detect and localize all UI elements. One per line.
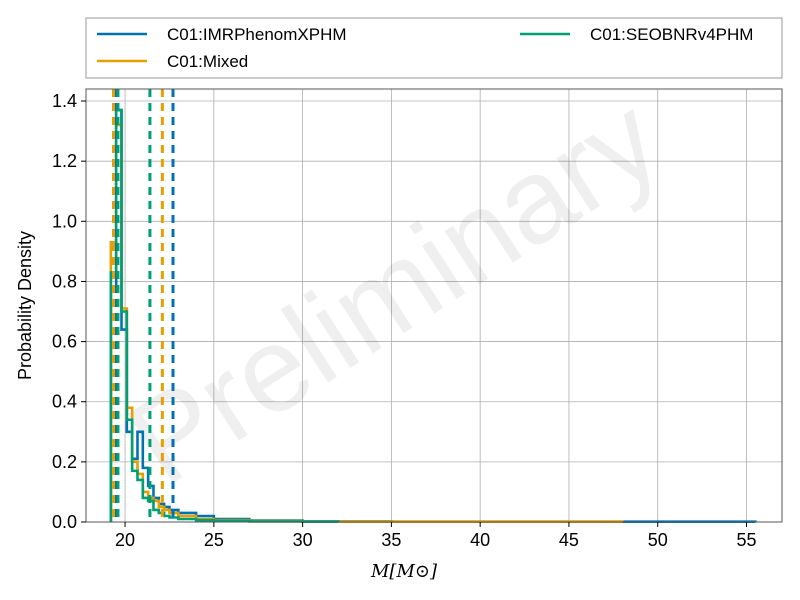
y-tick-label: 1.2 [52,151,77,171]
x-tick-label: 40 [470,530,490,550]
grid-layer [86,89,782,523]
y-tick-label: 1.0 [52,211,77,231]
plot-frame [85,88,783,523]
legend-label-2: C01:SEOBNRv4PHM [590,25,753,44]
x-tick-label: 30 [293,530,313,550]
x-tick-layer: 20 25 30 35 40 45 50 55 [115,522,757,550]
y-tick-label: 0.6 [52,332,77,352]
watermark-text: Preliminary [106,71,682,510]
x-axis-label: M[M⊙] [370,561,438,582]
histogram-layer [109,108,757,523]
legend-items: C01:IMRPhenomXPHM C01:Mixed C01:SEOBNRv4PH… [97,25,753,71]
x-tick-label: 50 [648,530,668,550]
quantile-lines-layer [112,89,175,522]
y-axis-label: Probability Density [15,231,35,380]
y-tick-label: 0.4 [52,392,77,412]
histogram-series-2 [109,108,340,523]
y-tick-layer: 0.0 0.2 0.4 0.6 0.8 1.0 1.2 1.4 [52,91,86,532]
legend: C01:IMRPhenomXPHM C01:Mixed C01:SEOBNRv4PH… [85,17,783,79]
x-tick-label: 45 [559,530,579,550]
x-tick-label: 35 [381,530,401,550]
y-tick-label: 0.0 [52,512,77,532]
y-tick-label: 1.4 [52,91,77,111]
legend-label-0: C01:IMRPhenomXPHM [167,25,347,44]
y-tick-label: 0.2 [52,452,77,472]
legend-label-1: C01:Mixed [167,52,248,71]
x-tick-label: 25 [204,530,224,550]
x-tick-label: 55 [736,530,756,550]
y-tick-label: 0.8 [52,271,77,291]
x-tick-label: 20 [115,530,135,550]
legend-box [85,17,783,79]
